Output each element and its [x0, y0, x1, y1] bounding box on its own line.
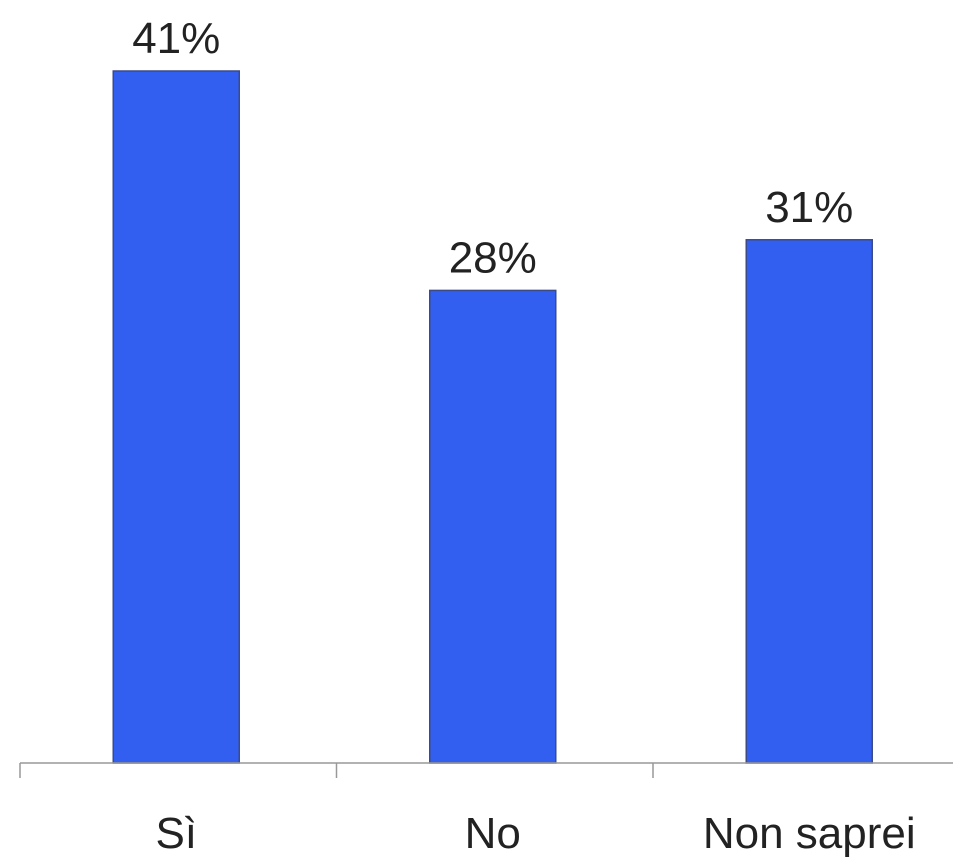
value-label-0: 41% — [132, 14, 220, 63]
bar-1 — [429, 289, 557, 764]
value-label-2: 31% — [765, 183, 853, 232]
value-labels-group: 41% 28% 31% — [132, 14, 853, 282]
bars-group — [112, 70, 873, 764]
category-labels-group: Sì No Non saprei — [155, 809, 915, 858]
x-axis — [19, 762, 953, 778]
category-label-1: No — [465, 809, 521, 858]
bar-2 — [745, 239, 873, 764]
value-label-1: 28% — [449, 233, 537, 282]
category-label-2: Non saprei — [703, 809, 916, 858]
category-label-0: Sì — [155, 809, 197, 858]
bar-0 — [112, 70, 240, 764]
